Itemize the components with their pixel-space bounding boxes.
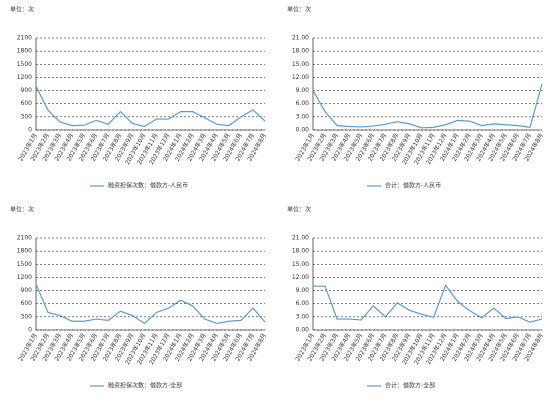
y-tick-label: 21.00 [292, 35, 309, 42]
y-tick-label: 300 [21, 113, 33, 120]
y-tick-label: 3.00 [296, 313, 310, 320]
legend-label: 融资担保次数：借款方-全部 [108, 382, 182, 390]
y-tick-label: 900 [21, 87, 33, 94]
legend-label: 合计：借款方-人民币 [385, 182, 441, 190]
y-tick-label: 15.00 [292, 261, 309, 268]
unit-label: 单位：次 [10, 206, 34, 214]
y-tick-label: 0.00 [296, 327, 310, 334]
y-tick-label: 1800 [17, 248, 32, 255]
y-tick-label: 18.00 [292, 248, 309, 255]
y-tick-label: 15.00 [292, 61, 309, 68]
y-tick-label: 6.00 [296, 300, 310, 307]
y-tick-label: 1800 [17, 48, 32, 55]
y-tick-label: 600 [21, 300, 33, 307]
y-tick-label: 2100 [17, 35, 32, 42]
y-tick-label: 600 [21, 100, 33, 107]
data-line [313, 284, 543, 323]
unit-label: 单位：次 [10, 6, 34, 14]
chart-panel: 单位：次 0.00 3.00 6.00 9.00 12.00 15.00 18.00 21.00… [287, 206, 545, 390]
chart-panel: 单位：次 0.00 3.00 6.00 9.00 12.00 15.00 18.00 21.00… [287, 6, 545, 190]
y-tick-label: 12.00 [292, 274, 309, 281]
chart-panel: 单位：次030060090012001500180021002023年1月202… [10, 206, 268, 390]
y-tick-label: 1500 [17, 61, 32, 68]
y-tick-label: 0.00 [296, 127, 310, 134]
y-tick-label: 6.00 [296, 100, 310, 107]
y-tick-label: 2100 [17, 235, 32, 242]
legend-label: 合计：借款方-全部 [385, 382, 435, 390]
y-tick-label: 0 [28, 327, 32, 334]
y-tick-label: 9.00 [296, 287, 310, 294]
y-tick-label: 21.00 [292, 235, 309, 242]
y-tick-label: 1200 [17, 274, 32, 281]
y-tick-label: 18.00 [292, 48, 309, 55]
y-tick-label: 0 [28, 127, 32, 134]
y-tick-label: 1500 [17, 261, 32, 268]
data-line [35, 283, 266, 325]
y-tick-label: 300 [21, 313, 33, 320]
unit-label: 单位：次 [287, 206, 311, 214]
data-line [312, 83, 543, 129]
legend-label: 融资担保次数：借款方-人民币 [108, 182, 188, 190]
data-line [35, 85, 266, 128]
unit-label: 单位：次 [287, 6, 311, 14]
chart-panel: 单位：次030060090012001500180021002023年1月202… [10, 6, 268, 190]
y-tick-label: 1200 [17, 74, 32, 81]
y-tick-label: 900 [21, 287, 33, 294]
y-tick-label: 9.00 [296, 87, 310, 94]
y-tick-label: 3.00 [296, 113, 310, 120]
y-tick-label: 12.00 [292, 74, 309, 81]
